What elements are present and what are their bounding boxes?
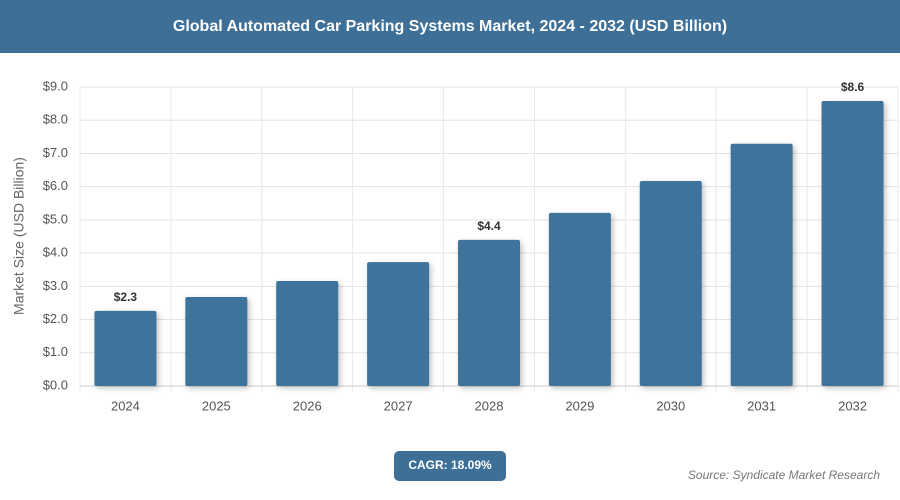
source-text: Source: Syndicate Market Research: [688, 468, 880, 482]
x-tick-label: 2025: [202, 398, 231, 413]
y-tick-label: $6.0: [43, 178, 68, 193]
y-tick-label: $8.0: [43, 112, 68, 127]
bar: [185, 296, 248, 386]
title-banner: [0, 0, 900, 53]
chart-title: Global Automated Car Parking Systems Mar…: [173, 18, 727, 35]
value-label: $8.6: [841, 80, 865, 94]
y-tick-label: $0.0: [43, 377, 68, 392]
y-tick-label: $9.0: [43, 78, 68, 93]
y-tick-label: $4.0: [43, 245, 68, 260]
bar: [276, 281, 339, 386]
y-tick-label: $7.0: [43, 145, 68, 160]
value-label: $2.3: [114, 290, 138, 304]
x-tick-label: 2029: [565, 398, 594, 413]
x-tick-label: 2030: [656, 398, 685, 413]
bar: [458, 239, 520, 386]
y-tick-label: $1.0: [43, 344, 68, 359]
y-tick-label: $3.0: [43, 278, 68, 293]
y-axis-label: Market Size (USD Billion): [11, 157, 27, 315]
x-tick-label: 2024: [111, 398, 140, 413]
value-label: $4.4: [477, 219, 501, 233]
y-tick-label: $5.0: [43, 211, 68, 226]
x-tick-label: 2028: [475, 398, 504, 413]
bar: [94, 310, 157, 386]
x-tick-label: 2032: [838, 398, 867, 413]
cagr-text: CAGR: 18.09%: [408, 458, 492, 472]
bar: [639, 181, 702, 386]
x-tick-label: 2027: [384, 398, 413, 413]
x-tick-label: 2031: [747, 398, 776, 413]
bar: [548, 212, 611, 386]
bar: [821, 100, 884, 386]
bar: [367, 262, 430, 386]
bar: [730, 143, 793, 386]
cagr-badge: [394, 451, 506, 481]
y-tick-label: $2.0: [43, 311, 68, 326]
x-tick-label: 2026: [293, 398, 322, 413]
